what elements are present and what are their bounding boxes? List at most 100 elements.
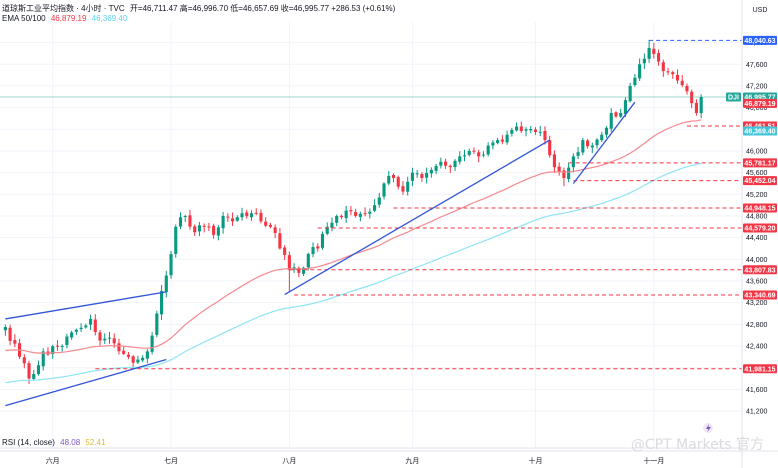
candle-body — [552, 154, 556, 168]
candle-body — [221, 215, 225, 229]
candle-body — [581, 140, 585, 153]
candle-body — [141, 357, 145, 361]
price-tick-label: 44,800 — [746, 213, 768, 220]
candle-body — [287, 255, 291, 271]
candle-body — [642, 58, 646, 64]
price-axis-currency: USD — [753, 7, 768, 14]
price-label-text: 46,879.19 — [744, 101, 775, 108]
price-tick-label: 45,600 — [746, 170, 768, 177]
trendline — [5, 358, 167, 407]
legend-rsi-row[interactable]: RSI (14, close) 48.08 52.41 — [2, 438, 105, 447]
candle-body — [240, 213, 244, 218]
price-label-box — [743, 158, 777, 168]
candle-body — [169, 254, 173, 276]
candle-body — [515, 126, 519, 131]
price-label-text: 45,781.17 — [744, 160, 775, 167]
candle-body — [458, 156, 462, 162]
candle-body — [164, 275, 168, 293]
price-label-text: 46,369.40 — [744, 129, 775, 136]
ema100-line — [5, 162, 702, 384]
candle-body — [477, 152, 481, 157]
candle-body — [283, 247, 287, 255]
price-label-text: 44,579.20 — [744, 226, 775, 233]
price-tick-label: 44,000 — [746, 257, 768, 264]
flash-icon-glyph — [706, 424, 711, 433]
candle-body — [126, 354, 130, 357]
trendline — [572, 101, 636, 184]
candle-body — [41, 351, 45, 367]
candle-body — [22, 357, 26, 364]
candle-body — [160, 290, 164, 315]
symbol-title[interactable]: 道琼斯工业平均指数 · 4小时 · TVC — [2, 4, 125, 13]
candle-body — [70, 332, 74, 338]
candle-body — [302, 267, 306, 274]
price-label-box — [743, 290, 777, 300]
candle-body — [652, 48, 656, 55]
price-tick-label: 45,200 — [746, 192, 768, 199]
candle-body — [202, 225, 206, 227]
candle-body — [562, 170, 566, 179]
candle-body — [391, 175, 396, 179]
candle-body — [13, 340, 17, 344]
candle-body — [590, 145, 594, 148]
time-tick-label: 六月 — [46, 456, 60, 465]
time-tick-label: 九月 — [405, 456, 419, 465]
candle-body — [434, 165, 438, 171]
candle-body — [628, 85, 632, 102]
candle-body — [595, 139, 599, 146]
candle-body — [661, 62, 665, 72]
candle-body — [122, 350, 126, 354]
candle-body — [188, 215, 192, 227]
candle-body — [254, 212, 258, 214]
candle-body — [93, 319, 97, 333]
price-tick-label: 41,600 — [746, 387, 768, 394]
candle-body — [84, 325, 88, 328]
candle-body — [174, 226, 178, 254]
candle-body — [339, 215, 343, 218]
candle-body — [178, 217, 183, 227]
candle-body — [107, 337, 112, 339]
ema50-line — [5, 119, 702, 354]
candle-body — [145, 351, 149, 359]
ema100-value: 46,369.40 — [91, 14, 128, 23]
time-tick-label: 十一月 — [643, 456, 664, 465]
symbol-tag-box — [726, 92, 741, 102]
candle-body — [633, 77, 637, 86]
symbol-tag-text: DJI — [728, 95, 739, 102]
candle-body — [690, 91, 694, 104]
candle-body — [448, 165, 452, 168]
price-label-text: 48,040.63 — [744, 38, 775, 45]
candle-body — [543, 130, 547, 141]
candle-body — [401, 186, 405, 192]
candle-body — [586, 140, 590, 147]
flash-icon — [703, 423, 713, 433]
price-tick-label: 41,200 — [746, 409, 768, 416]
candle-body — [519, 126, 523, 132]
candle-body — [311, 247, 315, 255]
candle-body — [377, 197, 381, 205]
candle-body — [472, 150, 476, 152]
candle-body — [505, 134, 509, 143]
candle-body — [235, 217, 239, 221]
legend-title-row: 道琼斯工业平均指数 · 4小时 · TVC 开=46,711.47 高=46,9… — [2, 3, 395, 14]
candle-body — [576, 152, 580, 156]
candle-body — [60, 346, 64, 348]
candle-body — [680, 80, 684, 86]
candle-body — [245, 212, 249, 217]
candle-body — [500, 139, 504, 142]
candle-body — [212, 225, 216, 235]
candle-body — [425, 172, 429, 178]
candle-body — [524, 129, 528, 131]
candle-body — [74, 329, 78, 332]
candle-body — [548, 140, 552, 156]
candle-body — [557, 166, 561, 172]
candle-body — [344, 210, 348, 219]
candle-body — [320, 233, 325, 248]
candle-body — [571, 156, 575, 168]
legend-ema-row[interactable]: EMA 50/100 46,879.19 46,369.40 — [2, 14, 127, 23]
candle-body — [363, 213, 367, 215]
time-tick-label: 十月 — [529, 456, 543, 465]
rsi-value: 48.08 — [60, 438, 81, 447]
candle-body — [619, 113, 623, 117]
